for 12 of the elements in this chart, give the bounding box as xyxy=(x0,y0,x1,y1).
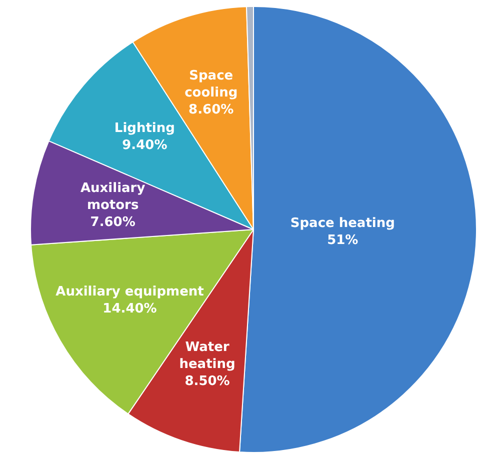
data-label: 8.60% xyxy=(188,102,234,118)
slice-label: Space cooling xyxy=(184,68,238,101)
data-label: 9.40% xyxy=(122,138,168,154)
slice-label: Space heating xyxy=(290,216,395,232)
data-label: 7.60% xyxy=(90,214,136,230)
data-label: 8.50% xyxy=(184,374,230,389)
slice-label: Auxiliary equipment xyxy=(56,284,204,300)
data-label: 51% xyxy=(327,233,358,248)
slice-label: Water heating xyxy=(179,340,236,372)
data-label: 14.40% xyxy=(102,301,157,316)
slice-label: Auxiliary motors xyxy=(80,180,146,213)
slice-label: Lighting xyxy=(114,121,175,136)
